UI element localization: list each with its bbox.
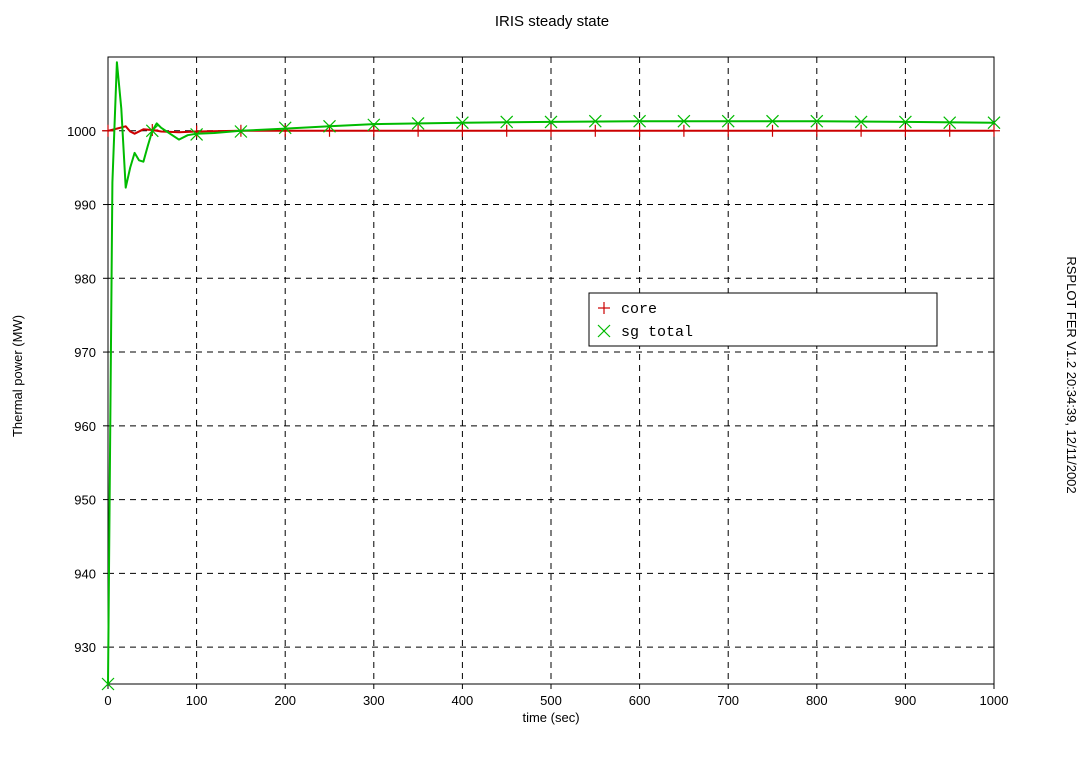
data-point-sg-total xyxy=(987,116,1001,130)
x-axis-title: time (sec) xyxy=(522,710,579,725)
data-point-core xyxy=(456,124,469,137)
data-point-core xyxy=(102,124,114,137)
y-tick-label: 980 xyxy=(74,271,96,286)
data-point-sg-total xyxy=(234,125,248,138)
data-point-sg-total xyxy=(544,115,558,129)
series-sg-total xyxy=(101,61,1001,691)
data-point-sg-total xyxy=(367,118,381,132)
data-point-core xyxy=(279,124,292,137)
data-point-sg-total xyxy=(766,114,779,128)
data-point-core xyxy=(766,124,779,137)
x-tick-label: 900 xyxy=(895,693,917,708)
y-tick-label: 930 xyxy=(74,640,96,655)
data-point-sg-total xyxy=(500,115,514,129)
y-tick-label: 960 xyxy=(74,419,96,434)
x-tick-label: 700 xyxy=(717,693,739,708)
y-tick-label: 1000 xyxy=(67,124,96,139)
y-tick-label: 990 xyxy=(74,198,96,213)
x-tick-label: 600 xyxy=(629,693,651,708)
legend-label-sg-total: sg total xyxy=(621,324,693,341)
series-layer xyxy=(101,61,1001,691)
data-point-sg-total xyxy=(278,121,292,135)
x-axis: 0 100 200 300 400 500 600 700 800 900 1000 xyxy=(104,684,1008,708)
x-tick-label: 500 xyxy=(540,693,562,708)
legend-marker-core xyxy=(598,302,610,314)
legend-box xyxy=(588,292,938,347)
data-point-core xyxy=(943,124,956,137)
data-point-sg-total xyxy=(411,116,425,130)
data-point-sg-total xyxy=(145,124,159,138)
legend-marker-sg-total xyxy=(597,324,611,338)
series-line-core xyxy=(107,125,994,135)
y-tick-label: 940 xyxy=(74,566,96,581)
data-point-sg-total xyxy=(810,114,824,128)
data-point-sg-total xyxy=(101,677,115,691)
data-point-core xyxy=(412,124,425,137)
data-point-sg-total xyxy=(190,128,204,141)
data-point-core xyxy=(545,124,557,137)
data-point-core xyxy=(855,124,868,137)
data-point-core xyxy=(500,124,513,137)
x-tick-label: 200 xyxy=(274,693,296,708)
data-point-core xyxy=(677,124,690,137)
data-point-sg-total xyxy=(588,114,602,128)
x-tick-label: 300 xyxy=(363,693,385,708)
x-tick-label: 800 xyxy=(806,693,828,708)
plot-stamp: RSPLOT FER V1.2 20:34:39, 12/11/2002 xyxy=(1064,256,1079,493)
x-tick-label: 0 xyxy=(104,693,111,708)
data-point-core xyxy=(367,124,380,137)
y-tick-label: 970 xyxy=(74,345,96,360)
data-point-sg-total xyxy=(943,116,957,130)
data-point-core xyxy=(633,124,646,137)
data-point-sg-total xyxy=(898,115,912,129)
y-axis: 930 940 950 960 970 980 990 1000 xyxy=(67,124,108,655)
y-tick-label: 950 xyxy=(74,493,96,508)
data-point-sg-total xyxy=(721,114,735,128)
legend-label-core: core xyxy=(621,301,657,318)
data-point-sg-total xyxy=(677,114,691,128)
chart-title: IRIS steady state xyxy=(495,13,609,30)
data-point-core xyxy=(988,124,1000,137)
data-point-sg-total xyxy=(854,115,868,129)
x-tick-label: 400 xyxy=(452,693,474,708)
data-point-sg-total xyxy=(455,116,469,130)
grid xyxy=(108,57,994,684)
series-line-sg-total xyxy=(107,61,995,685)
y-axis-title: Thermal power (MW) xyxy=(10,315,25,437)
data-point-sg-total xyxy=(633,114,647,128)
data-point-core xyxy=(810,124,823,137)
x-tick-label: 100 xyxy=(186,693,208,708)
x-tick-label: 1000 xyxy=(980,693,1009,708)
legend: core sg total xyxy=(588,292,938,347)
data-point-sg-total xyxy=(323,119,336,133)
data-point-core xyxy=(899,124,912,137)
data-point-core xyxy=(190,125,203,138)
data-point-core xyxy=(589,124,602,137)
data-point-core xyxy=(722,124,735,137)
